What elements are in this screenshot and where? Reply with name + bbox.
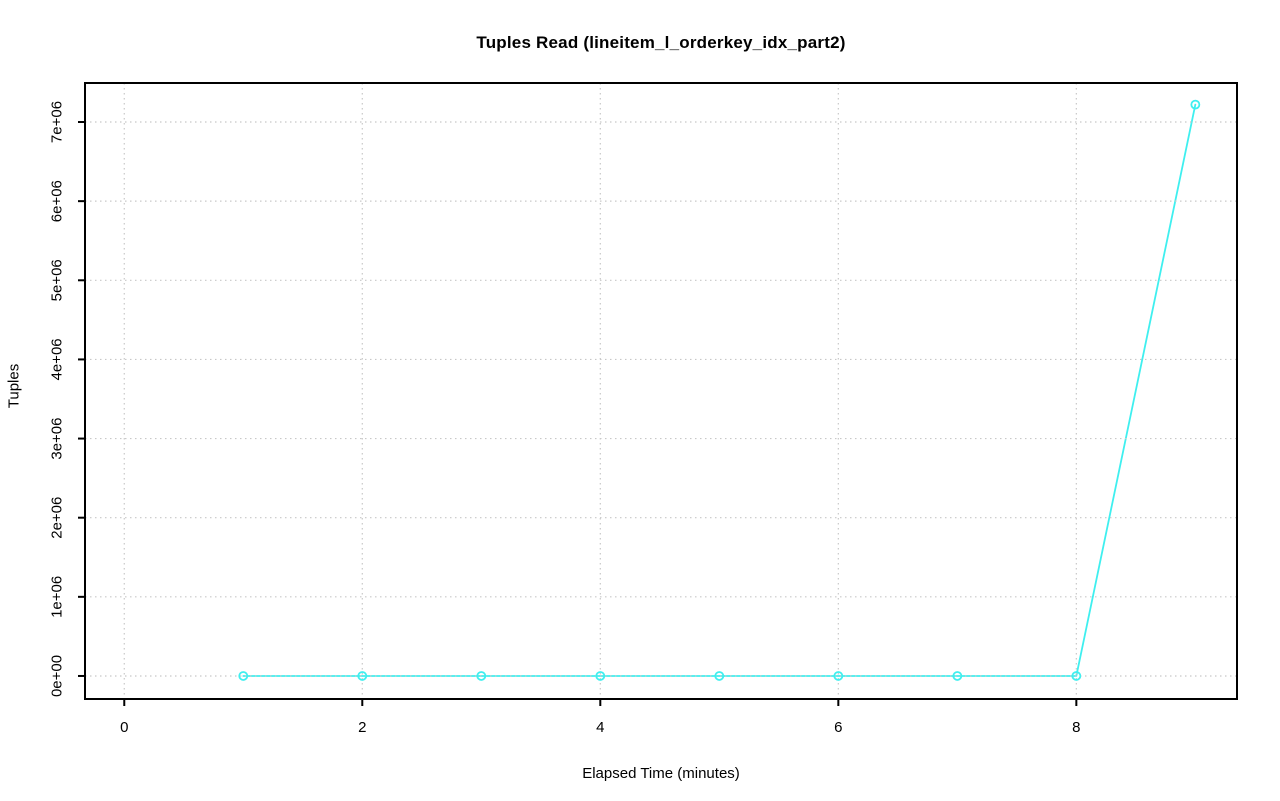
x-tick-label: 2 — [358, 719, 366, 736]
y-tick-label: 4e+06 — [49, 338, 66, 380]
y-tick-label: 6e+06 — [49, 180, 66, 222]
y-tick-label: 1e+06 — [49, 576, 66, 618]
data-point-marker — [833, 671, 844, 681]
data-point-marker — [952, 671, 963, 681]
y-tick-label: 0e+00 — [49, 655, 66, 697]
data-point-marker — [1190, 99, 1201, 110]
y-tick-label: 5e+06 — [49, 259, 66, 301]
plot-border — [84, 82, 1238, 700]
x-tick-label: 6 — [834, 719, 842, 736]
y-tick-label: 2e+06 — [49, 497, 66, 539]
x-tick-label: 0 — [120, 719, 128, 736]
data-point-marker — [595, 671, 606, 681]
y-tick-label: 3e+06 — [49, 417, 66, 459]
x-axis-title: Elapsed Time (minutes) — [582, 765, 740, 782]
chart-title: Tuples Read (lineitem_l_orderkey_idx_par… — [476, 33, 846, 52]
x-tick-label: 4 — [596, 719, 604, 736]
data-point-marker — [238, 671, 249, 681]
data-point-marker — [357, 671, 368, 681]
data-point-marker — [714, 671, 725, 681]
x-tick-label: 8 — [1072, 719, 1080, 736]
series-line-tuples-read — [242, 103, 1197, 677]
data-point-marker — [1071, 671, 1082, 681]
y-tick-label: 7e+06 — [49, 101, 66, 143]
data-point-marker — [476, 671, 487, 681]
y-axis-title: Tuples — [5, 363, 23, 409]
